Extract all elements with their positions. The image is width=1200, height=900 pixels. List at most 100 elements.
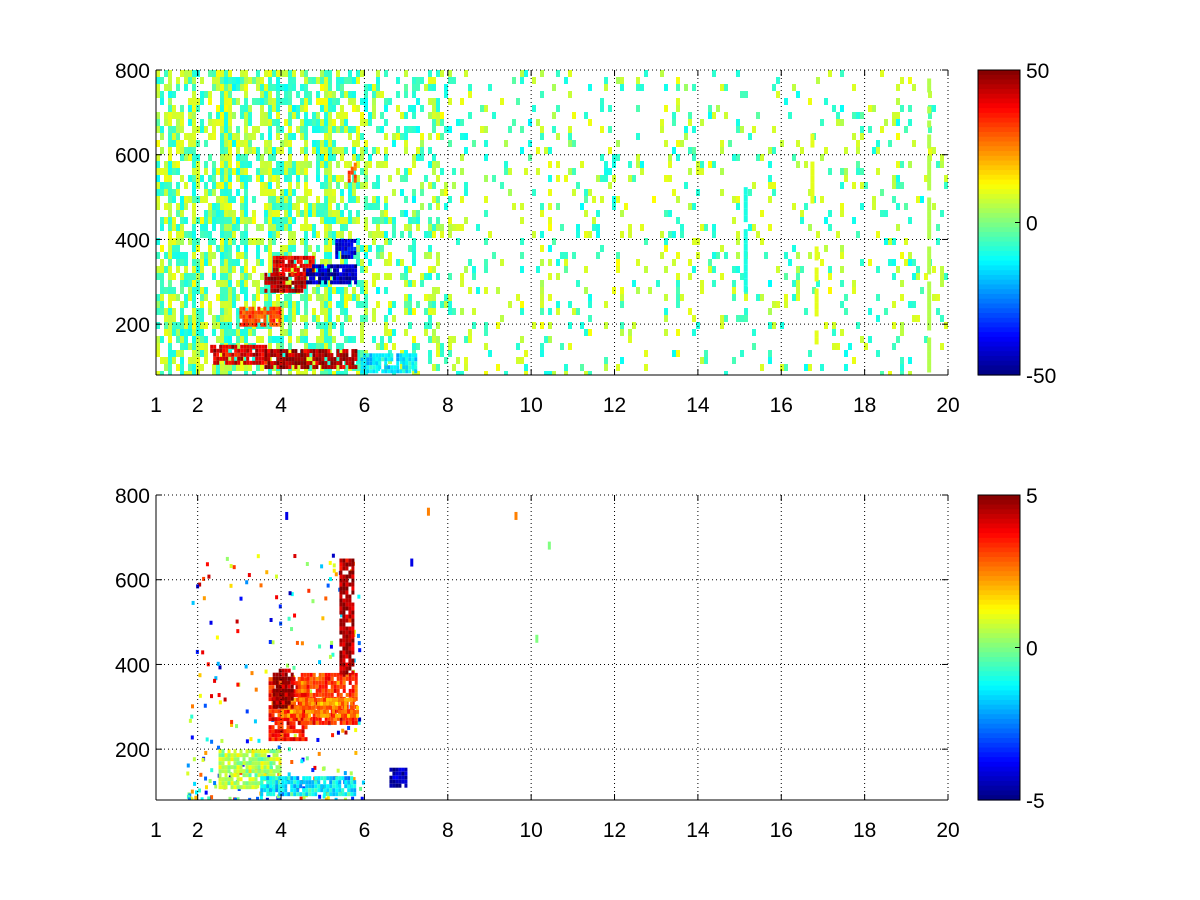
heatmap-cell: [228, 371, 232, 375]
heatmap-cell: [324, 308, 328, 315]
heatmap-cell: [227, 781, 231, 786]
heatmap-cell: [384, 343, 388, 350]
heatmap-cell: [296, 792, 300, 797]
heatmap-cell: [384, 203, 388, 210]
heatmap-cell: [348, 294, 352, 301]
heatmap-cell: [752, 329, 756, 336]
heatmap-cell: [440, 168, 444, 175]
heatmap-cell: [303, 353, 307, 358]
heatmap-cell: [184, 294, 188, 301]
heatmap-cell: [328, 371, 332, 375]
heatmap-cell: [160, 217, 164, 224]
heatmap-cell: [892, 119, 896, 126]
heatmap-cell: [312, 210, 316, 217]
heatmap-cell: [668, 154, 672, 161]
heatmap-cell: [384, 98, 388, 105]
heatmap-cell: [240, 161, 244, 168]
heatmap-cell: [351, 272, 355, 277]
heatmap-cell: [286, 737, 290, 742]
heatmap-cell: [252, 126, 256, 133]
heatmap-cell: [277, 729, 281, 734]
heatmap-cell: [280, 737, 284, 742]
heatmap-cell: [924, 336, 928, 343]
heatmap-cell: [788, 112, 792, 119]
heatmap-cell: [408, 308, 412, 315]
heatmap-cell: [186, 794, 190, 799]
heatmap-cell: [204, 231, 208, 238]
heatmap-cell: [820, 196, 824, 203]
heatmap-cell: [275, 255, 279, 260]
heatmap-cell: [248, 273, 252, 280]
heatmap-cell: [287, 696, 291, 701]
heatmap-cell: [225, 344, 229, 349]
heatmap-cell: [514, 511, 518, 520]
colorbar-swatch: [978, 351, 1020, 357]
heatmap-cell: [232, 112, 236, 119]
heatmap-cell: [232, 140, 236, 147]
heatmap-cell: [272, 196, 276, 203]
heatmap-cell: [360, 154, 364, 161]
heatmap-cell: [347, 697, 351, 702]
heatmap-cell: [276, 119, 280, 126]
heatmap-cell: [604, 357, 608, 364]
heatmap-cell: [808, 98, 812, 105]
heatmap-cell: [191, 600, 195, 605]
heatmap-cell: [272, 105, 276, 112]
x-tick-label: 4: [275, 394, 287, 417]
heatmap-cell: [290, 263, 294, 268]
heatmap-cell: [412, 259, 416, 266]
heatmap-cell: [316, 175, 320, 182]
heatmap-cell: [228, 357, 232, 364]
heatmap-cell: [330, 684, 334, 689]
heatmap-cell: [400, 175, 404, 182]
heatmap-cell: [351, 650, 355, 655]
heatmap-cell: [411, 361, 415, 366]
heatmap-cell: [408, 301, 412, 308]
heatmap-cell: [302, 780, 306, 785]
heatmap-cell: [396, 77, 400, 84]
heatmap-cell: [338, 792, 342, 797]
heatmap-cell: [364, 245, 368, 252]
heatmap-cell: [204, 161, 208, 168]
heatmap-cell: [316, 294, 320, 301]
heatmap-cell: [339, 676, 343, 681]
heatmap-cell: [756, 294, 760, 301]
heatmap-cell: [432, 301, 436, 308]
heatmap-cell: [290, 780, 294, 785]
heatmap-cell: [232, 287, 236, 294]
heatmap-cell: [408, 224, 412, 231]
heatmap-cell: [378, 361, 382, 366]
heatmap-cell: [240, 77, 244, 84]
heatmap-cell: [254, 318, 258, 323]
heatmap-cell: [351, 684, 355, 689]
heatmap-cell: [305, 756, 309, 761]
heatmap-cell: [336, 672, 340, 677]
colorbar-swatch: [978, 785, 1020, 792]
heatmap-cell: [316, 147, 320, 154]
heatmap-cell: [324, 133, 328, 140]
heatmap-cell: [201, 650, 205, 655]
heatmap-cell: [341, 246, 345, 251]
heatmap-cell: [220, 252, 224, 259]
colorbar-tick-label: -50: [1026, 365, 1056, 388]
heatmap-cell: [540, 259, 544, 266]
heatmap-cell: [944, 182, 948, 189]
heatmap-cell: [304, 154, 308, 161]
heatmap-cell: [384, 119, 388, 126]
heatmap-cell: [416, 98, 420, 105]
heatmap-cell: [412, 189, 416, 196]
heatmap-cell: [272, 761, 276, 766]
heatmap-cell: [284, 84, 288, 91]
heatmap-cell: [900, 161, 904, 168]
heatmap-cell: [266, 761, 270, 766]
y-tick-label: 600: [115, 145, 150, 168]
heatmap-cell: [342, 272, 346, 277]
heatmap-cell: [348, 666, 352, 671]
heatmap-cell: [266, 776, 270, 781]
heatmap-cell: [836, 119, 840, 126]
heatmap-cell: [314, 788, 318, 793]
heatmap-cell: [348, 336, 352, 343]
heatmap-cell: [242, 753, 246, 758]
heatmap-cell: [428, 147, 432, 154]
